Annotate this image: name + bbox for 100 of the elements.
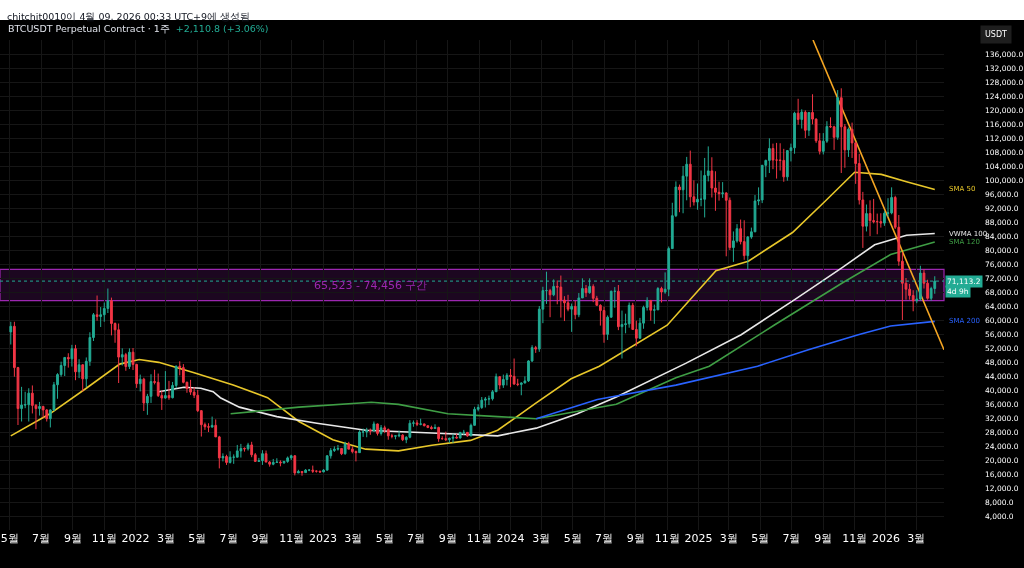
x-tick-label: 2024 [496,532,525,545]
candlestick [9,321,13,345]
x-tick-label: 5월 [751,532,770,545]
x-tick-label: 3월 [907,532,926,545]
candlestick [289,454,293,461]
candlestick [286,456,289,464]
candlestick [415,419,419,427]
candlestick [271,458,275,466]
candlestick [742,219,746,261]
x-tick-label: 3월 [156,532,175,545]
candlestick [688,150,692,208]
candlestick [358,429,361,454]
candlestick [422,423,426,427]
candlestick [591,283,595,303]
candlestick [311,465,315,474]
x-tick-label: 7월 [32,532,51,545]
candlestick [448,437,451,444]
candlestick [210,416,214,428]
candlestick [365,427,369,438]
x-tick-label: 11월 [279,532,305,545]
candlestick [451,433,455,444]
candlestick [570,303,574,333]
candlestick [228,450,232,464]
x-tick-label: 2025 [684,532,713,545]
x-tick-label: 5월 [375,532,394,545]
candlestick [847,127,850,158]
candlestick [839,87,843,174]
candlestick [142,377,146,412]
candlestick [767,137,771,174]
x-tick-label: 2023 [309,532,338,545]
candlestick [890,186,893,215]
candlestick [300,470,304,477]
candlestick [868,199,872,237]
candlestick [408,419,412,439]
candlestick [77,358,81,379]
candlestick [70,344,74,368]
candlestick [602,306,606,344]
line-series [229,241,936,420]
candlestick [430,425,433,431]
candlestick [501,374,505,389]
chart-subtitle: +2,110.8 (+3.06%) [175,23,269,35]
x-tick-label: 3월 [344,532,363,545]
candlestick [386,428,390,441]
candlestick [505,372,509,386]
candlestick [483,396,487,408]
candlestick [534,345,538,354]
x-tick-label: 11월 [842,532,868,545]
candlestick [760,164,764,204]
y-axis-title: USDT [985,30,1008,39]
candlestick [246,442,250,452]
candlestick [81,363,85,392]
x-tick-label: 7월 [219,532,238,545]
candlestick [41,405,45,419]
x-tick-label: 9월 [251,532,270,545]
candlestick [649,299,653,322]
candlestick [124,352,128,372]
candlestick [660,286,663,303]
candlestick [401,433,405,442]
candlestick [390,433,394,439]
x-tick-label: 3월 [719,532,738,545]
candlestick [584,284,588,298]
candlestick [368,428,372,436]
x-tick-label: 3월 [532,532,551,545]
candlestick [63,356,67,377]
candlestick [376,423,379,436]
candlestick [354,450,358,462]
candlestick [221,452,225,462]
line-series [535,320,936,420]
line-series [157,232,936,437]
x-tick-label: 11월 [91,532,117,545]
candlestick [66,352,70,369]
x-tick-label: 9월 [63,532,82,545]
x-tick-label: 5월 [188,532,207,545]
candlestick [775,142,778,180]
candlestick [573,300,577,320]
candlestick [207,422,210,433]
x-tick-label: 11월 [466,532,492,545]
candlestick [340,447,343,456]
candlestick [458,431,462,440]
candlestick [275,457,279,464]
chart-title: BTCUSDT Perpetual Contract · 1주 [8,23,170,35]
candlestick [419,418,423,426]
candlestick [264,450,268,463]
x-tick-label: 9월 [438,532,457,545]
x-tick-label: 7월 [595,532,613,545]
x-tick-label: 11월 [654,532,680,545]
candlestick [117,323,121,384]
candlestick [397,430,401,438]
candlestick [498,375,502,390]
candlestick [444,431,448,442]
x-tick-label: 2022 [121,532,150,545]
candlestick [480,396,484,410]
candlestick [433,423,437,430]
candlestick [865,204,868,232]
candlestick [807,111,811,137]
candlestick [394,435,397,440]
x-tick-label: 2026 [871,532,900,545]
candlestick [347,441,351,450]
candlestick [120,347,124,366]
candlestick [261,449,264,466]
